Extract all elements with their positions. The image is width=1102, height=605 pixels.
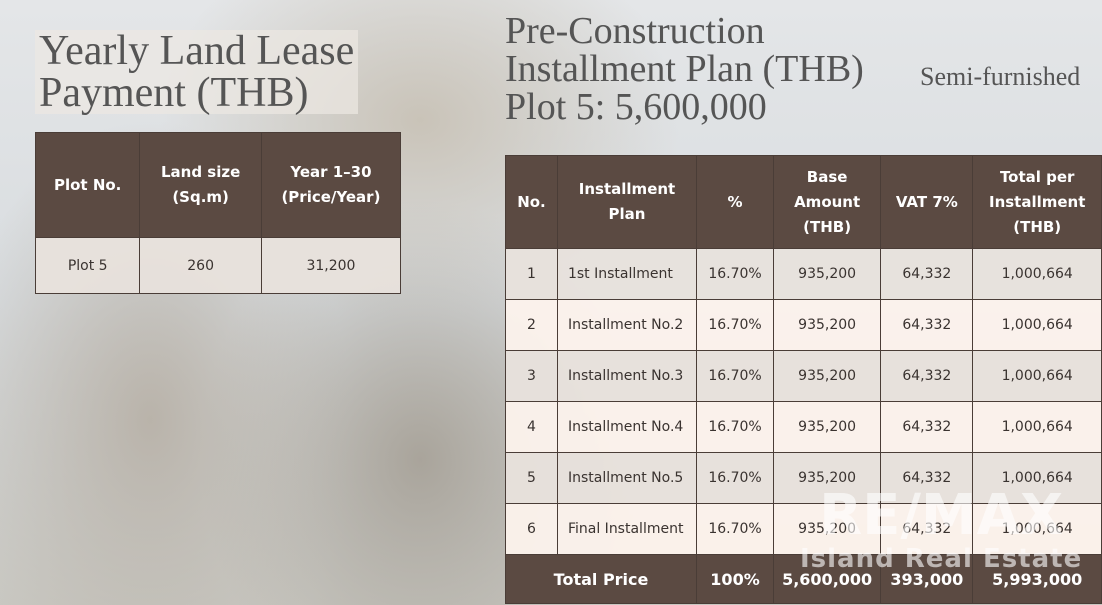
- data-row: 3 Installment No.3 16.70% 935,200 64,332 1,00…: [505, 350, 1102, 402]
- header-text: Amount: [794, 192, 861, 211]
- cell: Installment No.5: [556, 452, 698, 504]
- header-text: Plot No.: [53, 175, 122, 194]
- cell: 935,200: [772, 248, 882, 300]
- header-cell: VAT 7%: [880, 155, 974, 249]
- cell: 6: [505, 503, 558, 555]
- cell: 16.70%: [696, 350, 774, 402]
- cell: 1: [505, 248, 558, 300]
- header-text: Installment: [988, 192, 1086, 211]
- cell: 260: [139, 237, 262, 294]
- cell: 1,000,664: [972, 401, 1102, 453]
- cell: 2: [505, 299, 558, 351]
- data-row: 6 Final Installment 16.70% 935,200 64,332 1,0…: [505, 503, 1102, 555]
- data-row: 5 Installment No.5 16.70% 935,200 64,332 1,00…: [505, 452, 1102, 504]
- header-text: Installment: [578, 180, 676, 198]
- cell: 16.70%: [696, 452, 774, 504]
- header-cell: Base Amount (THB): [772, 155, 882, 249]
- cell: 1,000,664: [972, 452, 1102, 504]
- title-line: Installment Plan (THB): [505, 48, 864, 90]
- title-line: Pre-Construction: [505, 10, 765, 52]
- cell: 64,332: [880, 503, 974, 555]
- total-cell: 100%: [696, 554, 774, 604]
- installment-table: No. Installment Plan% Base Amount (THB) VAT 7%…: [504, 155, 1102, 604]
- cell: Installment No.4: [556, 401, 698, 453]
- left-title: Yearly Land Lease Payment (THB): [35, 28, 359, 116]
- title-line: Plot 5: 5,600,000: [505, 86, 767, 128]
- cell: 5: [505, 452, 558, 504]
- header-text: Base: [806, 167, 848, 186]
- cell: 935,200: [772, 350, 882, 402]
- cell: 1,000,664: [972, 350, 1102, 402]
- watermark-text: Island Real Estate: [800, 544, 1083, 574]
- header-text: No.: [517, 192, 546, 211]
- total-cell: 393,000: [880, 554, 974, 604]
- cell: 935,200: [772, 299, 882, 351]
- cell: 64,332: [880, 299, 974, 351]
- header-text: Plan: [608, 205, 646, 223]
- cell: 16.70%: [696, 248, 774, 300]
- header-cell: Year 1–30 (Price/Year): [260, 132, 402, 238]
- total-cell: 5,993,000: [972, 554, 1102, 604]
- header-cell: Land size (Sq.m): [139, 132, 262, 238]
- header-text: Total per: [999, 167, 1075, 186]
- header-row: Plot No. Land size (Sq.m) Year 1–30 (Price/Y…: [34, 132, 402, 238]
- total-cell: Total Price: [504, 554, 698, 604]
- cell: 16.70%: [696, 503, 774, 555]
- data-row: 4 Installment No.4 16.70% 935,200 64,332 1,00…: [505, 401, 1102, 453]
- cell: 64,332: [880, 350, 974, 402]
- cell: 64,332: [880, 452, 974, 504]
- cell: 1st Installment: [556, 248, 698, 300]
- header-cell: No.: [505, 155, 558, 249]
- header-text: (Sq.m): [172, 188, 229, 206]
- cell: 935,200: [772, 401, 882, 453]
- cell: 64,332: [880, 248, 974, 300]
- header-cell: %: [696, 155, 774, 249]
- header-text: (THB): [1013, 217, 1062, 236]
- title-line: Yearly Land Lease: [39, 28, 355, 74]
- total-row: Total Price 100% 5,600,000 393,000 5,993,000: [504, 554, 1102, 604]
- cell: 3: [505, 350, 558, 402]
- cell: 64,332: [880, 401, 974, 453]
- cell: 1,000,664: [972, 503, 1102, 555]
- cell: 16.70%: [696, 401, 774, 453]
- header-text: (Price/Year): [281, 188, 381, 206]
- cell: 16.70%: [696, 299, 774, 351]
- cell: 1,000,664: [972, 248, 1102, 300]
- cell: 1,000,664: [972, 299, 1102, 351]
- lease-table: Plot No. Land size (Sq.m) Year 1–30 (Price/Y…: [34, 132, 402, 294]
- data-row: Plot 5 260 31,200: [34, 237, 402, 294]
- header-cell: Plot No.: [34, 132, 141, 238]
- right-title: Pre-Construction Installment Plan (THB) Pl…: [505, 12, 864, 126]
- cell: Final Installment: [556, 503, 698, 555]
- watermark: RE/MAX Island Real Estate: [800, 483, 1083, 575]
- cell: Installment No.2: [556, 299, 698, 351]
- header-text: Year 1–30: [290, 163, 372, 181]
- header-cell: Total per Installment (THB): [972, 155, 1102, 249]
- header-row: No. Installment Plan% Base Amount (THB) VAT 7%…: [505, 155, 1102, 249]
- cell: 935,200: [772, 452, 882, 504]
- title-line: Payment (THB): [39, 70, 309, 116]
- header-text: Land size: [160, 163, 241, 181]
- cell: Plot 5: [34, 237, 141, 294]
- total-cell: 5,600,000: [772, 554, 882, 604]
- subtitle: Semi-furnished: [920, 62, 1081, 91]
- data-row: 2 Installment No.2 16.70% 935,200 64,332 1,00…: [505, 299, 1102, 351]
- watermark-text: RE/MAX: [819, 483, 1064, 548]
- data-row: 1 1st Installment 16.70% 935,200 64,332 1,000…: [505, 248, 1102, 300]
- cell: 935,200: [772, 503, 882, 555]
- header-cell: Installment Plan: [556, 155, 698, 249]
- header-text: (THB): [803, 217, 852, 236]
- header-text: %: [727, 192, 743, 211]
- cell: 31,200: [260, 237, 402, 294]
- cell: Installment No.3: [556, 350, 698, 402]
- cell: 4: [505, 401, 558, 453]
- header-text: VAT 7%: [895, 192, 958, 211]
